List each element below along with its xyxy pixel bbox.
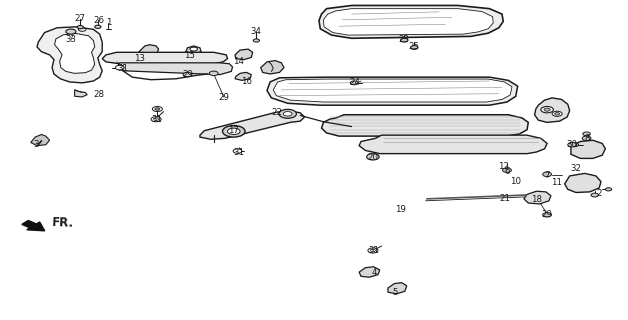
Text: 14: 14 xyxy=(234,57,244,66)
Polygon shape xyxy=(534,98,570,123)
Circle shape xyxy=(279,109,296,118)
Text: 29: 29 xyxy=(219,93,229,102)
Text: 25: 25 xyxy=(409,42,420,52)
Text: 11: 11 xyxy=(551,179,562,188)
Text: 13: 13 xyxy=(134,53,145,62)
Circle shape xyxy=(155,108,160,110)
Text: 6: 6 xyxy=(504,167,510,176)
Text: 5: 5 xyxy=(392,288,398,297)
Polygon shape xyxy=(31,134,50,146)
Circle shape xyxy=(582,136,591,140)
Text: 16: 16 xyxy=(241,77,252,86)
Polygon shape xyxy=(139,45,159,52)
Polygon shape xyxy=(359,267,380,277)
Circle shape xyxy=(227,128,240,134)
Text: 18: 18 xyxy=(531,195,542,204)
Text: 29: 29 xyxy=(542,210,553,219)
Text: 24: 24 xyxy=(350,78,361,87)
Text: 34: 34 xyxy=(251,28,262,36)
Text: 28: 28 xyxy=(93,90,104,99)
Text: 10: 10 xyxy=(511,177,521,186)
Polygon shape xyxy=(55,34,95,73)
Polygon shape xyxy=(524,191,551,204)
Circle shape xyxy=(116,65,124,70)
Circle shape xyxy=(368,248,378,253)
Polygon shape xyxy=(322,115,528,136)
Polygon shape xyxy=(323,9,493,35)
Circle shape xyxy=(283,112,292,116)
Text: 31: 31 xyxy=(234,148,244,156)
Text: 21: 21 xyxy=(499,194,510,203)
Circle shape xyxy=(190,47,197,51)
Polygon shape xyxy=(185,46,201,52)
Text: 8: 8 xyxy=(585,134,590,143)
Circle shape xyxy=(411,46,418,50)
Circle shape xyxy=(183,72,192,77)
Circle shape xyxy=(605,188,612,191)
Text: 32: 32 xyxy=(570,164,582,173)
Polygon shape xyxy=(571,140,605,158)
Text: 1: 1 xyxy=(106,19,111,28)
Text: 29: 29 xyxy=(182,70,193,79)
Polygon shape xyxy=(359,135,547,154)
Circle shape xyxy=(568,142,577,147)
Circle shape xyxy=(401,38,408,42)
Circle shape xyxy=(502,168,511,172)
Polygon shape xyxy=(119,63,232,75)
Circle shape xyxy=(571,143,578,147)
Circle shape xyxy=(77,26,84,29)
Circle shape xyxy=(253,39,259,42)
Circle shape xyxy=(153,107,163,112)
Text: 4: 4 xyxy=(371,268,377,277)
Circle shape xyxy=(151,117,161,122)
Polygon shape xyxy=(235,72,251,80)
Text: 3: 3 xyxy=(33,140,38,149)
Text: 12: 12 xyxy=(498,162,509,171)
Polygon shape xyxy=(267,77,517,105)
Circle shape xyxy=(66,29,76,34)
Polygon shape xyxy=(37,27,102,83)
Circle shape xyxy=(350,81,358,85)
Text: 31: 31 xyxy=(369,246,380,255)
Polygon shape xyxy=(235,49,252,60)
Circle shape xyxy=(555,113,560,115)
Circle shape xyxy=(222,125,245,137)
Polygon shape xyxy=(22,220,45,231)
Polygon shape xyxy=(102,52,227,64)
Polygon shape xyxy=(200,111,305,139)
Circle shape xyxy=(552,111,562,116)
Circle shape xyxy=(233,149,242,153)
Polygon shape xyxy=(388,283,407,294)
Text: 27: 27 xyxy=(74,14,85,23)
Text: 17: 17 xyxy=(229,126,239,135)
Circle shape xyxy=(583,132,590,136)
Circle shape xyxy=(591,193,598,197)
Text: 31: 31 xyxy=(117,64,128,73)
Circle shape xyxy=(209,71,218,76)
Text: 20: 20 xyxy=(367,153,379,162)
Text: 33: 33 xyxy=(65,35,77,44)
Circle shape xyxy=(543,172,551,177)
Polygon shape xyxy=(261,60,284,74)
Text: 31: 31 xyxy=(152,115,163,124)
Circle shape xyxy=(543,212,551,217)
Text: 30: 30 xyxy=(566,140,578,149)
Text: 7: 7 xyxy=(544,171,550,180)
Text: FR.: FR. xyxy=(52,216,75,230)
Circle shape xyxy=(544,108,550,111)
Polygon shape xyxy=(565,173,601,193)
Circle shape xyxy=(541,107,553,113)
Text: 22: 22 xyxy=(271,108,282,117)
Text: 15: 15 xyxy=(185,51,195,60)
Polygon shape xyxy=(75,90,87,97)
Text: 19: 19 xyxy=(395,205,406,214)
Polygon shape xyxy=(319,5,503,38)
Circle shape xyxy=(95,25,101,28)
Circle shape xyxy=(367,154,379,160)
Polygon shape xyxy=(273,79,512,102)
Text: 26: 26 xyxy=(93,16,104,25)
Text: 23: 23 xyxy=(399,35,409,44)
Text: 2: 2 xyxy=(597,189,602,198)
